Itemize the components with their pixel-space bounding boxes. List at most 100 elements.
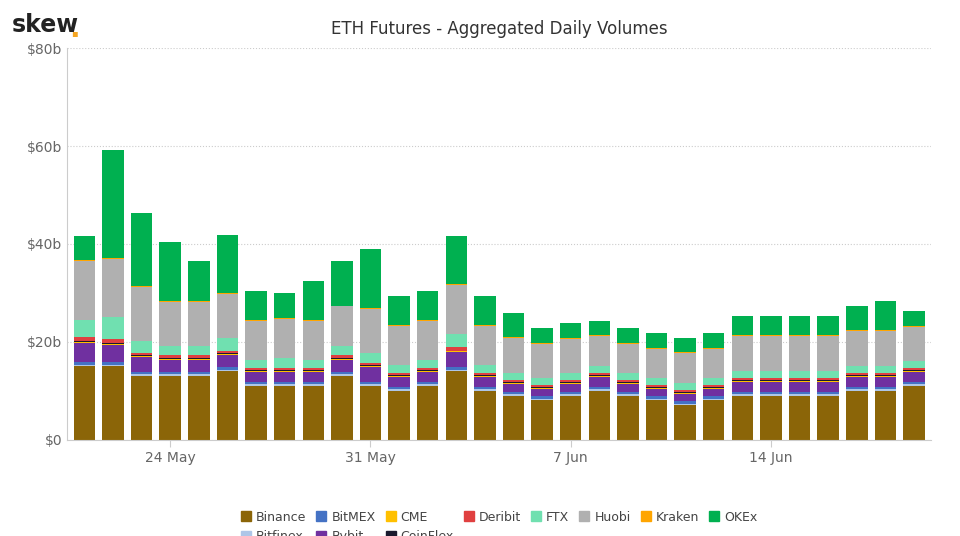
Bar	[274, 382, 296, 384]
Bar	[131, 213, 153, 286]
Bar	[588, 321, 610, 336]
Bar	[588, 377, 610, 386]
Bar	[302, 370, 324, 371]
Bar	[532, 387, 553, 388]
Bar	[217, 351, 238, 353]
Bar	[159, 372, 180, 375]
Bar	[903, 386, 924, 440]
Bar	[417, 291, 439, 320]
Bar	[331, 375, 352, 376]
Bar	[846, 373, 868, 375]
Bar	[818, 396, 839, 440]
Bar	[302, 320, 324, 321]
Bar	[274, 318, 296, 319]
Bar	[360, 382, 381, 384]
Bar	[732, 381, 753, 382]
Bar	[188, 262, 209, 301]
Bar	[732, 382, 753, 392]
Bar	[703, 385, 725, 387]
Bar	[646, 333, 667, 347]
Bar	[818, 336, 839, 370]
Bar	[903, 361, 924, 368]
Bar	[646, 399, 667, 400]
Bar	[74, 319, 95, 337]
Title: ETH Futures - Aggregated Daily Volumes: ETH Futures - Aggregated Daily Volumes	[331, 20, 667, 39]
Bar	[246, 360, 267, 368]
Bar	[703, 397, 725, 399]
Bar	[474, 365, 495, 373]
Bar	[903, 325, 924, 326]
Bar	[188, 358, 209, 359]
Bar	[131, 375, 153, 376]
Bar	[760, 380, 781, 381]
Bar	[732, 380, 753, 381]
Bar	[903, 326, 924, 361]
Bar	[675, 394, 696, 401]
Bar	[732, 316, 753, 336]
Bar	[274, 368, 296, 370]
Bar	[417, 386, 439, 440]
Bar	[131, 355, 153, 356]
Bar	[389, 296, 410, 325]
Bar	[360, 353, 381, 363]
Bar	[246, 370, 267, 371]
Bar	[417, 360, 439, 368]
Bar	[188, 372, 209, 375]
Bar	[732, 392, 753, 394]
Bar	[846, 389, 868, 391]
Bar	[331, 376, 352, 440]
Bar	[360, 384, 381, 386]
Bar	[360, 363, 381, 365]
Bar	[503, 384, 524, 392]
Bar	[74, 364, 95, 366]
Bar	[503, 392, 524, 394]
Bar	[474, 377, 495, 386]
Bar	[617, 384, 638, 392]
Bar	[445, 235, 467, 285]
Bar	[588, 373, 610, 375]
Bar	[103, 339, 124, 343]
Bar	[159, 358, 180, 359]
Bar	[159, 302, 180, 346]
Bar	[246, 372, 267, 382]
Bar	[789, 370, 810, 378]
Bar	[417, 372, 439, 382]
Bar	[760, 336, 781, 370]
Bar	[445, 351, 467, 352]
Bar	[103, 150, 124, 258]
Bar	[360, 308, 381, 309]
Bar	[331, 355, 352, 358]
Bar	[532, 343, 553, 344]
Bar	[445, 371, 467, 440]
Bar	[131, 286, 153, 287]
Bar	[875, 375, 896, 376]
Bar	[217, 355, 238, 367]
Bar	[875, 377, 896, 386]
Bar	[703, 387, 725, 388]
Bar	[74, 362, 95, 364]
Bar	[246, 384, 267, 386]
Bar	[103, 344, 124, 345]
Bar	[389, 376, 410, 377]
Bar	[503, 383, 524, 384]
Bar	[617, 344, 638, 373]
Bar	[159, 242, 180, 301]
Bar	[703, 388, 725, 389]
Bar	[846, 375, 868, 376]
Bar	[532, 328, 553, 343]
Text: .: .	[69, 15, 80, 43]
Bar	[159, 360, 180, 372]
Bar	[159, 359, 180, 360]
Bar	[417, 371, 439, 372]
Bar	[503, 338, 524, 373]
Bar	[131, 356, 153, 358]
Bar	[675, 392, 696, 393]
Bar	[302, 372, 324, 382]
Bar	[74, 341, 95, 342]
Bar	[474, 389, 495, 391]
Bar	[474, 326, 495, 365]
Bar	[445, 286, 467, 334]
Bar	[617, 392, 638, 394]
Bar	[417, 382, 439, 384]
Bar	[217, 338, 238, 351]
